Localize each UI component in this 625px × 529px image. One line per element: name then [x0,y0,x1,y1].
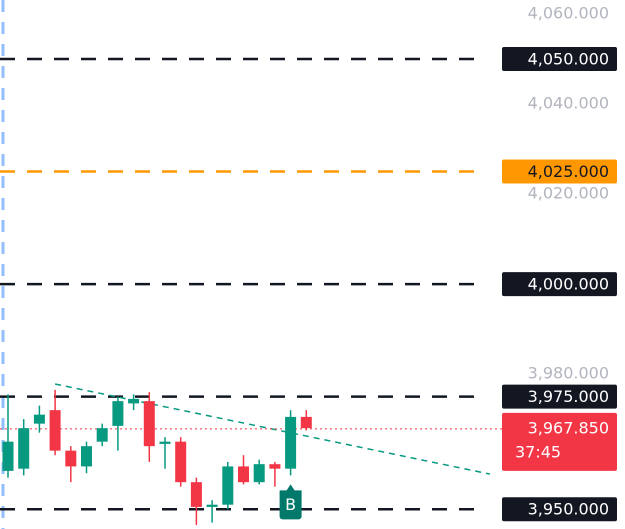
candle-body [65,450,77,467]
candle-body [300,416,312,429]
candle-body [269,464,281,469]
candle-body [190,482,202,507]
candle-body [222,466,234,505]
candle-body [238,466,249,483]
candle-body [253,464,265,483]
price-label-box [502,384,617,409]
candle-body [2,441,14,471]
price-label-box [502,159,617,184]
price-label-box [502,46,617,71]
signal-marker [279,484,302,520]
candle-body [81,446,92,467]
price-label: 3,975.000 [528,387,609,406]
candle-body [33,414,45,424]
y-tick-label: 4,020.000 [528,184,609,203]
price-label: 4,050.000 [528,49,609,68]
y-tick-label: 4,040.000 [528,93,609,112]
candle-body [49,410,61,451]
candle-body [175,441,187,483]
candle-body [206,504,218,507]
candle-body [128,398,140,404]
price-label: 4,000.000 [528,275,609,294]
candle-body [18,428,30,469]
y-tick-label: 3,980.000 [528,364,609,383]
candle-body [96,428,108,442]
trendline [54,383,491,475]
price-label-box [502,272,617,297]
candle-body [143,401,155,447]
price-label: 3,950.000 [528,500,609,519]
signal-marker-label: B [285,495,296,514]
price-label-box [502,497,617,522]
current-price-label: 3,967.850 [528,418,609,437]
current-price-box [502,412,617,471]
price-label: 4,025.000 [528,162,609,181]
candle-body [159,441,171,444]
y-tick-label: 4,060.000 [528,3,609,22]
countdown-label: 37:45 [515,442,561,461]
candle-body [285,416,297,469]
candle-body [112,401,124,426]
